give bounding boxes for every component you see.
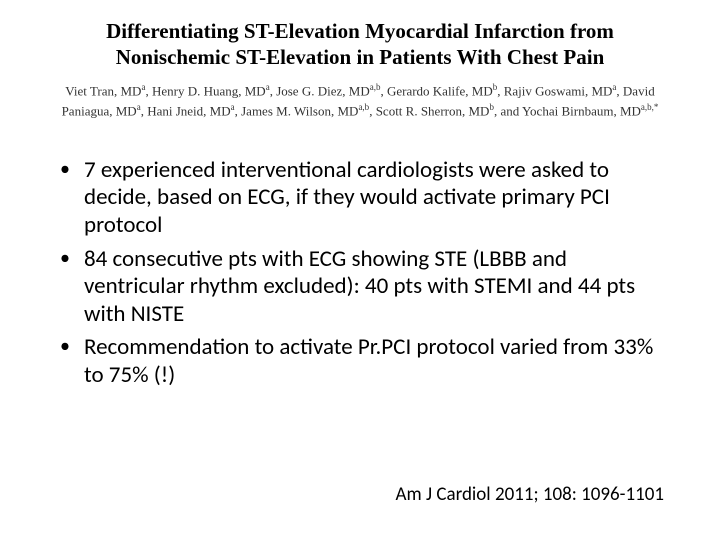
author-list: Viet Tran, MDa, Henry D. Huang, MDa, Jos… <box>48 81 672 121</box>
header-block: Differentiating ST-Elevation Myocardial … <box>0 0 720 127</box>
paper-title: Differentiating ST-Elevation Myocardial … <box>48 18 672 71</box>
list-item: 7 experienced interventional cardiologis… <box>84 157 664 240</box>
list-item: Recommendation to activate Pr.PCI protoc… <box>84 334 664 389</box>
content-area: 7 experienced interventional cardiologis… <box>0 127 720 390</box>
citation-text: Am J Cardiol 2011; 108: 1096-1101 <box>396 483 664 506</box>
bullet-list: 7 experienced interventional cardiologis… <box>56 157 664 390</box>
citation-wrap: Am J Cardiol 2011; 108: 1096-1101 <box>396 483 664 506</box>
list-item: 84 consecutive pts with ECG showing STE … <box>84 246 664 329</box>
